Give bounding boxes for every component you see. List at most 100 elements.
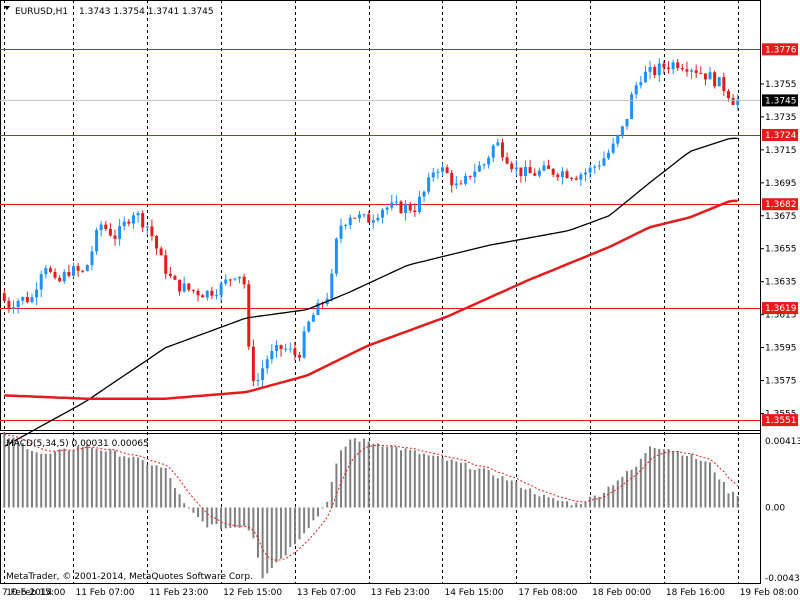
candle-body	[533, 173, 537, 176]
macd-bar	[118, 456, 121, 508]
macd-bar	[722, 481, 725, 508]
macd-bar	[409, 449, 412, 508]
macd-bar	[90, 447, 93, 508]
date-label: 7 Feb 2014	[2, 588, 53, 598]
macd-bar	[312, 507, 315, 521]
candle-body	[330, 273, 334, 299]
macd-bar	[602, 492, 605, 508]
candle-body	[58, 277, 62, 282]
candle-body	[514, 167, 518, 170]
macd-bar	[187, 507, 190, 509]
macd-bar	[256, 507, 259, 558]
macd-bar	[506, 480, 509, 508]
candle-body	[620, 126, 624, 136]
macd-bar	[109, 449, 112, 508]
candle-body	[634, 85, 638, 95]
macd-bar	[3, 432, 6, 508]
price-tick-label: 1.3715	[765, 146, 797, 156]
macd-bar	[35, 452, 38, 508]
candle-body	[113, 235, 117, 239]
macd-bar	[206, 507, 209, 528]
candle-body	[450, 172, 454, 186]
candles	[2, 58, 740, 388]
candle-body	[131, 215, 135, 224]
macd-tick-label: 0.00	[765, 504, 785, 514]
macd-bar	[478, 468, 481, 508]
macd-bar	[12, 437, 15, 508]
level-label: 1.3724	[765, 131, 797, 141]
candle-body	[394, 201, 398, 203]
macd-bar	[418, 454, 421, 508]
level-label: 1.3776	[765, 45, 797, 55]
candle-body	[256, 380, 260, 382]
macd-bar	[123, 456, 126, 508]
macd-bar	[197, 507, 200, 518]
candle-body	[270, 351, 274, 360]
price-tick-label: 1.3735	[765, 113, 797, 123]
candle-body	[731, 97, 735, 105]
macd-bar	[658, 448, 661, 508]
macd-bar	[86, 444, 89, 508]
macd-bar	[307, 507, 310, 529]
macd-bar	[30, 450, 33, 508]
candle-body	[496, 142, 500, 146]
candle-body	[408, 204, 412, 211]
symbol-header: EURUSD,H1	[15, 7, 68, 17]
candle-body	[145, 226, 149, 228]
macd-bar	[561, 501, 564, 508]
candle-body	[653, 67, 657, 76]
candle-body	[2, 293, 6, 301]
macd-bar	[459, 462, 462, 508]
macd-bar	[26, 449, 29, 508]
macd-bar	[289, 507, 292, 548]
candle-body	[556, 174, 560, 178]
macd-bar	[261, 507, 264, 579]
chart-menu-triangle-icon[interactable]	[4, 6, 10, 10]
macd-bar	[100, 450, 103, 508]
macd-bar	[146, 464, 149, 508]
macd-bar	[63, 448, 66, 508]
macd-bar	[570, 505, 573, 508]
macd-bar	[353, 438, 356, 508]
candle-body	[334, 238, 338, 274]
candle-body	[238, 276, 242, 279]
macd-bar	[349, 439, 352, 508]
candle-body	[118, 226, 122, 239]
candle-body	[717, 77, 721, 87]
ma-slow-line	[4, 199, 738, 400]
macd-bar	[441, 458, 444, 508]
candle-body	[39, 274, 43, 290]
macd-bar	[372, 443, 375, 508]
candle-body	[639, 82, 643, 86]
candle-body	[427, 177, 431, 192]
candle-body	[630, 94, 634, 119]
date-label: 18 Feb 16:00	[666, 588, 725, 598]
macd-bar	[575, 502, 578, 508]
candle-body	[519, 167, 523, 177]
candle-body	[261, 368, 265, 381]
level-label: 1.3682	[765, 200, 797, 210]
price-tick-label: 1.3615	[765, 311, 797, 321]
candle-body	[242, 276, 246, 285]
candle-body	[491, 145, 495, 158]
macd-bar	[280, 507, 283, 559]
macd-bar	[390, 445, 393, 508]
macd-bar	[298, 507, 301, 540]
macd-label: MACD(5,34,5) 0.00031 0.00065	[6, 439, 149, 449]
candle-body	[662, 63, 666, 68]
copyright-text: MetaTrader, © 2001-2014, MetaQuotes Soft…	[6, 572, 253, 582]
candle-body	[500, 142, 504, 158]
candle-body	[48, 268, 52, 272]
candle-body	[477, 165, 481, 172]
candle-body	[71, 266, 75, 276]
macd-bar	[630, 469, 633, 508]
candle-body	[16, 300, 20, 308]
candle-body	[367, 214, 371, 223]
price-tick-label: 1.3595	[765, 344, 797, 354]
candle-body	[685, 69, 689, 72]
candle-body	[643, 71, 647, 83]
candle-body	[95, 230, 99, 252]
macd-bar	[681, 455, 684, 508]
